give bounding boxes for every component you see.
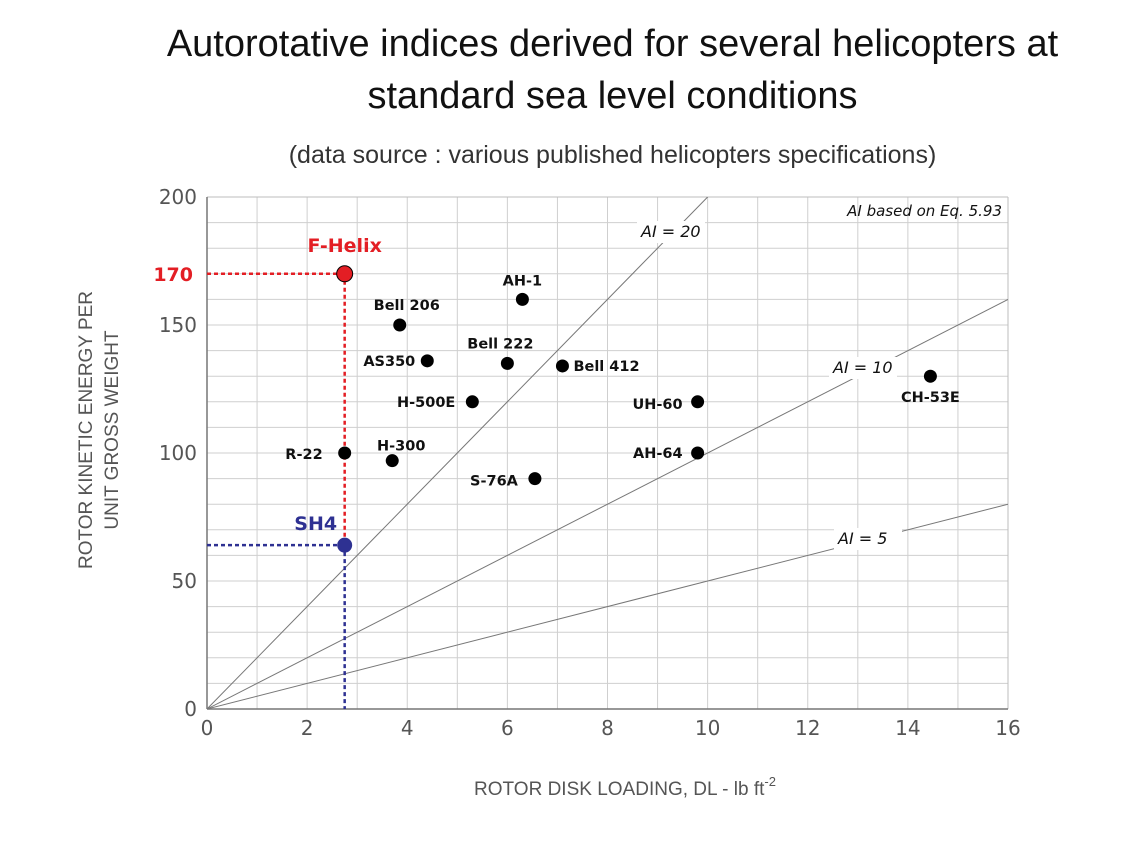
data-point bbox=[338, 446, 352, 460]
data-point bbox=[420, 354, 434, 368]
data-point bbox=[691, 446, 705, 460]
sh4-point bbox=[337, 537, 353, 553]
chart-title-line2: standard sea level conditions bbox=[367, 75, 858, 117]
f-helix-label: F-Helix bbox=[307, 235, 381, 257]
y-tick-label: 150 bbox=[159, 313, 197, 337]
data-point bbox=[555, 359, 569, 373]
data-point bbox=[923, 369, 937, 383]
data-point bbox=[465, 395, 479, 409]
chart-subtitle: (data source : various published helicop… bbox=[288, 141, 937, 169]
x-tick-label: 2 bbox=[301, 716, 314, 740]
data-point-label: S-76A bbox=[470, 474, 519, 490]
data-point-label: H-500E bbox=[397, 395, 455, 411]
y-tick-label: 50 bbox=[172, 569, 197, 593]
x-tick-label: 8 bbox=[601, 716, 614, 740]
data-point-label: Bell 222 bbox=[467, 336, 533, 352]
x-tick-label: 14 bbox=[895, 716, 920, 740]
x-tick-label: 12 bbox=[795, 716, 820, 740]
ai-equation-note: AI based on Eq. 5.93 bbox=[846, 202, 1002, 220]
ai-label-background bbox=[637, 221, 705, 243]
ai-line-label: AI = 20 bbox=[640, 222, 701, 241]
y-axis-title-line1: ROTOR KINETIC ENERGY PER bbox=[76, 291, 97, 569]
ai-label-background bbox=[834, 528, 902, 550]
x-tick-label: 10 bbox=[695, 716, 720, 740]
data-point-label: Bell 412 bbox=[573, 359, 639, 375]
data-point-label: CH-53E bbox=[901, 390, 960, 406]
data-point-label: UH-60 bbox=[633, 397, 683, 413]
x-tick-label: 0 bbox=[201, 716, 214, 740]
ai-line-label: AI = 10 bbox=[832, 358, 893, 377]
data-point-label: H-300 bbox=[377, 439, 425, 455]
f-helix-value-label: 170 bbox=[153, 264, 193, 286]
ai-label-background bbox=[829, 357, 897, 379]
data-point bbox=[500, 356, 514, 370]
data-point-label: AH-64 bbox=[633, 446, 683, 462]
ai-reference-line bbox=[207, 197, 708, 709]
data-point bbox=[385, 454, 399, 468]
f-helix-point bbox=[336, 265, 354, 283]
x-tick-label: 6 bbox=[501, 716, 514, 740]
x-axis-title: ROTOR DISK LOADING, DL - lb ft-2 bbox=[474, 774, 776, 800]
data-point-label: AS350 bbox=[363, 354, 415, 370]
data-point-label: R-22 bbox=[285, 447, 322, 463]
y-tick-label: 0 bbox=[184, 697, 197, 721]
y-axis-title-line2: UNIT GROSS WEIGHT bbox=[102, 330, 123, 530]
data-point bbox=[691, 395, 705, 409]
x-tick-label: 4 bbox=[401, 716, 414, 740]
sh4-label: SH4 bbox=[294, 513, 337, 535]
chart-title: Autorotative indices derived for several… bbox=[0, 18, 1147, 122]
data-point bbox=[515, 292, 529, 306]
y-tick-label: 200 bbox=[159, 185, 197, 209]
data-point-label: AH-1 bbox=[503, 273, 542, 289]
ai-line-label: AI = 5 bbox=[837, 529, 887, 548]
y-tick-label: 100 bbox=[159, 441, 197, 465]
x-tick-label: 16 bbox=[995, 716, 1020, 740]
data-point bbox=[528, 472, 542, 486]
chart-title-line1: Autorotative indices derived for several… bbox=[166, 23, 1059, 65]
data-point bbox=[393, 318, 407, 332]
data-point-label: Bell 206 bbox=[374, 298, 440, 314]
